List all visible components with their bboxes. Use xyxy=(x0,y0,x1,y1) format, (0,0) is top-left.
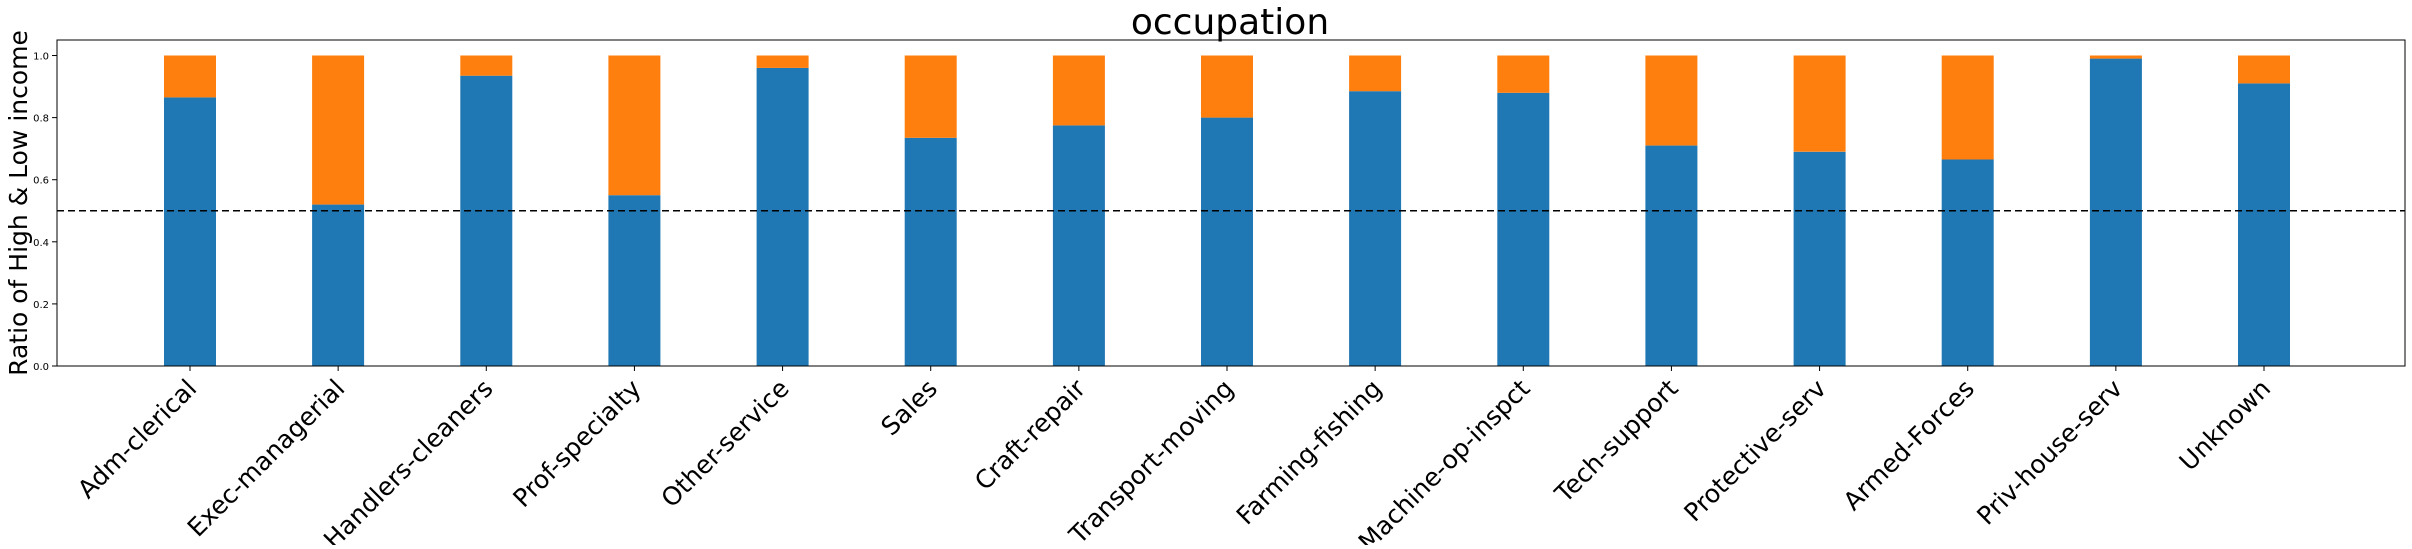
plot-frame xyxy=(56,39,2406,367)
bar-series2-tech-support xyxy=(1645,55,1698,146)
bar-series1-armed-forces xyxy=(1941,159,1994,366)
bar-series2-transport-moving xyxy=(1201,55,1253,118)
x-tick-label: Priv-house-serv xyxy=(1971,374,2128,531)
x-tick-label: Farming-fishing xyxy=(1231,374,1388,531)
x-tick-label: Sales xyxy=(875,374,943,442)
chart-title: occupation xyxy=(1131,2,1329,43)
bar-series1-farming-fishing xyxy=(1349,91,1402,366)
bar-series2-other-service xyxy=(756,55,809,68)
bar-series1-transport-moving xyxy=(1201,117,1253,366)
bar-series2-exec-managerial xyxy=(312,55,365,205)
x-tick-label: Other-service xyxy=(656,374,795,513)
x-tick-label: Craft-repair xyxy=(969,373,1092,496)
bar-series2-priv-house-serv xyxy=(2089,55,2142,59)
bar-series2-adm-clerical xyxy=(164,55,216,98)
bar-series1-adm-clerical xyxy=(164,97,216,367)
bar-series1-tech-support xyxy=(1645,145,1698,366)
bar-series1-sales xyxy=(904,137,957,366)
x-tick-label: Tech-support xyxy=(1549,374,1684,509)
bar-series1-prof-specialty xyxy=(608,195,661,366)
bar-series1-exec-managerial xyxy=(312,204,365,366)
bar-series2-craft-repair xyxy=(1052,55,1105,126)
bar-series1-protective-serv xyxy=(1793,151,1846,366)
y-ticks-layer: 0.0 0.2 0.4 0.6 0.8 1.0 xyxy=(33,52,57,373)
x-ticks-layer: Adm-clericalExec-managerialHandlers-clea… xyxy=(72,366,2277,549)
bar-series1-unknown xyxy=(2238,83,2290,366)
y-tick-label: 1.0 xyxy=(33,52,49,63)
y-axis-label: Ratio of High & Low income xyxy=(4,30,33,376)
bar-series1-handlers-cleaners xyxy=(460,75,513,366)
bar-series2-machine-op-inspct xyxy=(1497,55,1550,93)
x-tick-label: Transport-moving xyxy=(1063,374,1239,545)
x-tick-label: Exec-managerial xyxy=(182,374,351,543)
bar-series1-craft-repair xyxy=(1052,125,1105,367)
bar-series2-prof-specialty xyxy=(608,55,661,196)
x-tick-label: Armed-Forces xyxy=(1838,374,1980,516)
y-tick-label: 0.0 xyxy=(33,362,49,373)
y-tick-label: 0.8 xyxy=(33,114,49,125)
y-tick-label: 0.6 xyxy=(33,176,49,187)
bar-series2-protective-serv xyxy=(1793,55,1846,152)
bar-series2-farming-fishing xyxy=(1349,55,1402,92)
y-tick-label: 0.2 xyxy=(33,300,49,311)
bars-layer xyxy=(164,55,2290,367)
y-tick-label: 0.4 xyxy=(33,238,49,249)
bar-series2-armed-forces xyxy=(1941,55,1994,160)
bar-series1-other-service xyxy=(756,67,809,367)
x-tick-label: Prof-specialty xyxy=(507,374,646,513)
x-tick-label: Unknown xyxy=(2174,374,2277,477)
x-tick-label: Adm-clerical xyxy=(72,374,202,504)
bar-series2-unknown xyxy=(2238,55,2290,84)
x-tick-label: Protective-serv xyxy=(1678,374,1832,528)
bar-series2-sales xyxy=(904,55,957,138)
bar-series2-handlers-cleaners xyxy=(460,55,513,76)
bar-series1-machine-op-inspct xyxy=(1497,92,1550,367)
bar-series1-priv-house-serv xyxy=(2089,58,2142,366)
